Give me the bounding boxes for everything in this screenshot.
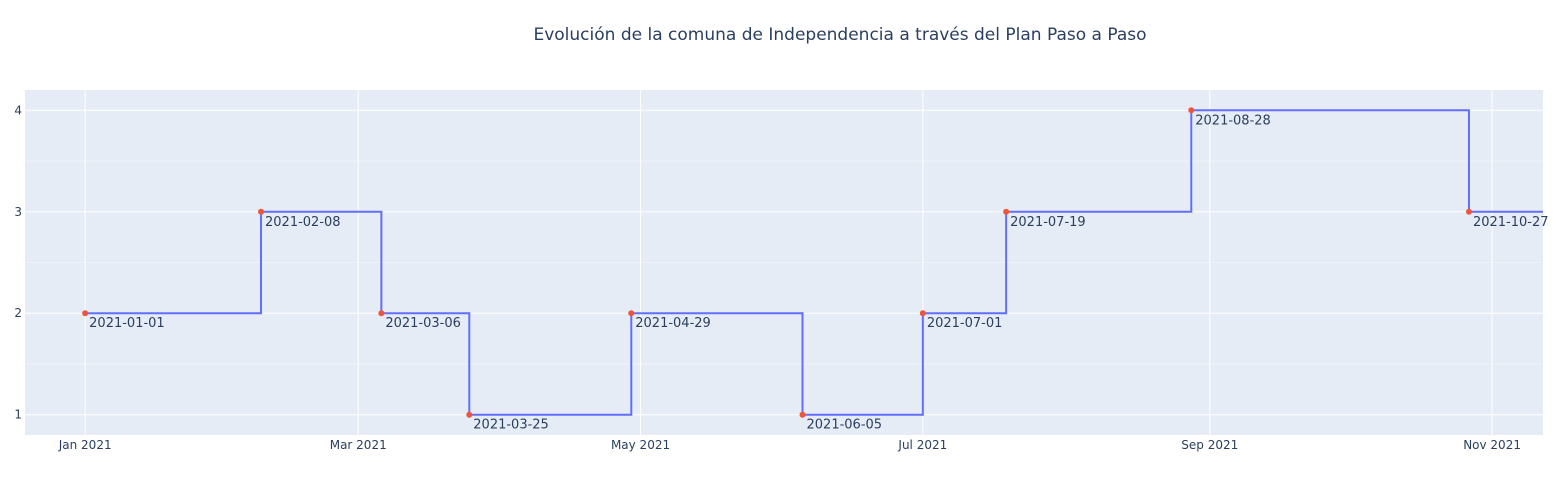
series-line (85, 109, 1543, 416)
data-point (1003, 208, 1010, 215)
data-point (378, 310, 385, 317)
x-tick-label: Mar 2021 (330, 438, 387, 452)
x-tick-label: Jan 2021 (58, 438, 112, 452)
x-tick-label: May 2021 (611, 438, 670, 452)
data-point-label: 2021-08-28 (1195, 113, 1271, 128)
data-point (628, 310, 635, 317)
y-tick-label: 3 (14, 205, 22, 219)
series-layer: 2021-01-01 2021-02-08 2021-03-06 2021-03-25… (82, 107, 1549, 433)
data-point (919, 310, 926, 317)
data-point (466, 411, 473, 418)
data-point-label: 2021-10-27 (1473, 215, 1549, 230)
data-point-label: 2021-03-25 (473, 418, 549, 433)
data-point-label: 2021-07-19 (1010, 215, 1086, 230)
x-tick-label: Nov 2021 (1463, 438, 1521, 452)
y-tick-label: 4 (14, 103, 22, 117)
chart-title: Evolución de la comuna de Independencia … (533, 25, 1146, 45)
data-point-label: 2021-04-29 (635, 316, 711, 331)
y-tick-label: 1 (14, 408, 22, 422)
data-point-label: 2021-06-05 (807, 418, 883, 433)
data-point (82, 310, 89, 317)
data-point (258, 208, 265, 215)
x-tick-label: Jul 2021 (897, 438, 947, 452)
data-point (1188, 107, 1195, 114)
data-point-label: 2021-02-08 (265, 215, 341, 230)
data-point-label: 2021-03-06 (385, 316, 461, 331)
data-point (799, 411, 806, 418)
data-point-label: 2021-01-01 (89, 316, 165, 331)
data-point-label: 2021-07-01 (927, 316, 1003, 331)
data-point (1465, 208, 1472, 215)
y-tick-label: 2 (14, 306, 22, 320)
axis-tick-labels: Jan 2021 Mar 2021 May 2021 Jul 2021 Sep 2021… (14, 103, 1521, 452)
x-tick-label: Sep 2021 (1181, 438, 1238, 452)
